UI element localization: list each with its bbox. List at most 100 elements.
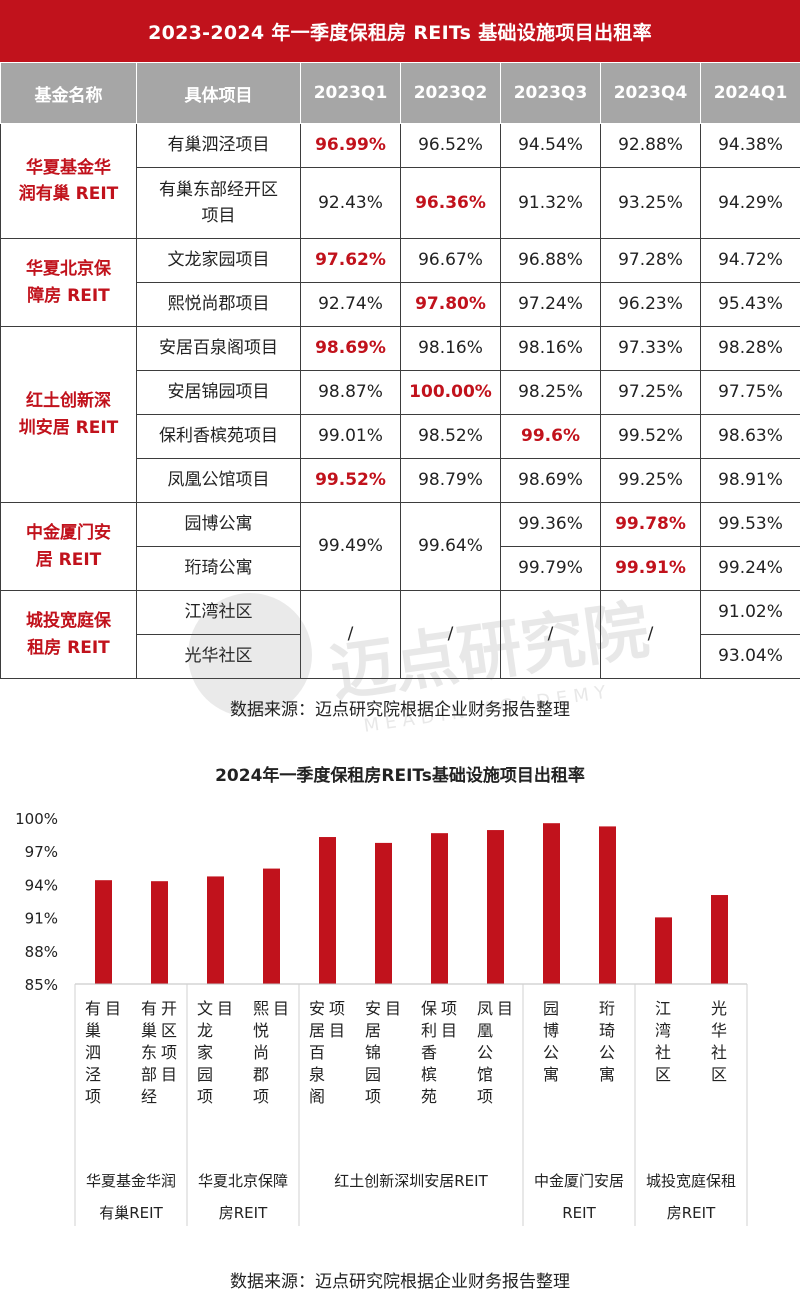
table-row: 凤凰公馆项目 99.52% 98.79% 98.69% 99.25% 98.91…: [1, 458, 800, 503]
table-row: 熙悦尚郡项目 92.74% 97.80% 97.24% 96.23% 95.43…: [1, 282, 800, 327]
y-tick-label: 100%: [15, 810, 58, 828]
header-2023q3: 2023Q3: [500, 62, 601, 124]
value-cell: /: [500, 590, 601, 679]
value-cell: 99.52%: [600, 414, 701, 459]
value-cell: 98.16%: [500, 326, 601, 371]
group-label: 华夏北京保障: [198, 1172, 288, 1190]
value-cell: 94.38%: [700, 123, 800, 168]
fund-name-line2: 租房 REIT: [27, 637, 110, 658]
chart-title: 2024年一季度保租房REITs基础设施项目出租率: [215, 765, 585, 786]
value-cell: 91.02%: [700, 590, 800, 635]
value-cell: 97.28%: [600, 238, 701, 283]
header-2024q1: 2024Q1: [700, 62, 800, 124]
fund-name-cell: 华夏基金华 润有巢 REIT: [0, 123, 137, 239]
value-cell: 96.36%: [400, 167, 501, 239]
group-label: 房REIT: [667, 1204, 716, 1222]
value-cell: 98.69%: [500, 458, 601, 503]
bar: [207, 876, 224, 984]
bar: [543, 823, 560, 984]
fund-name-line1: 城投宽庭保: [26, 611, 111, 632]
value-cell: 99.64%: [400, 502, 501, 591]
occupancy-table-section: 2023-2024 年一季度保租房 REITs 基础设施项目出租率 基金名称 具…: [0, 0, 800, 679]
table-row: 城投宽庭保 租房 REIT 江湾社区 / / / / 91.02%: [0, 590, 800, 679]
value-cell: 99.36%: [500, 502, 601, 547]
value-cell: 99.01%: [300, 414, 401, 459]
value-cell: 96.88%: [500, 238, 601, 283]
fund-name-cell: 华夏北京保 障房 REIT: [0, 238, 137, 327]
fund-name-line2: 障房 REIT: [27, 285, 110, 306]
project-name: 安居锦园项目: [136, 370, 301, 415]
value-cell: 96.99%: [300, 123, 401, 168]
value-cell: 100.00%: [400, 370, 501, 415]
table-row: 珩琦公寓 99.79% 99.91% 99.24%: [1, 546, 800, 591]
fund-name-line2: 居 REIT: [35, 549, 102, 570]
x-tick-label: 安居锦园项目: [365, 999, 401, 1106]
fund-name-cell: 城投宽庭保 租房 REIT: [0, 590, 137, 679]
value-cell: 97.33%: [600, 326, 701, 371]
value-cell: 94.29%: [700, 167, 800, 239]
y-tick-label: 97%: [25, 843, 58, 861]
value-cell: 92.74%: [300, 282, 401, 327]
bar: [487, 830, 504, 984]
group-label: 城投宽庭保租: [646, 1172, 736, 1190]
y-tick-label: 85%: [25, 976, 58, 994]
x-tick-label: 江湾社区: [655, 999, 671, 1084]
header-2023q2: 2023Q2: [400, 62, 501, 124]
bar: [95, 880, 112, 984]
x-tick-label: 园博公寓: [543, 999, 559, 1084]
value-cell: /: [600, 590, 701, 679]
value-cell: 97.25%: [600, 370, 701, 415]
bar: [375, 842, 392, 984]
header-2023q1: 2023Q1: [300, 62, 401, 124]
bar: [151, 881, 168, 984]
table-row: 保利香槟苑项目 99.01% 98.52% 99.6% 99.52% 98.63…: [1, 414, 800, 459]
value-cell: 99.78%: [600, 502, 701, 547]
value-cell: 96.52%: [400, 123, 501, 168]
group-label: 中金厦门安居: [534, 1172, 624, 1190]
project-name: 有巢泗泾项目: [136, 123, 301, 168]
project-name: 珩琦公寓: [136, 546, 301, 591]
value-cell: 99.91%: [600, 546, 701, 591]
value-cell: 99.24%: [700, 546, 800, 591]
header-fund-name: 基金名称: [0, 62, 137, 124]
occupancy-table: 基金名称 具体项目 2023Q1 2023Q2 2023Q3 2023Q4 20…: [0, 62, 800, 679]
value-cell: 96.67%: [400, 238, 501, 283]
value-cell: 91.32%: [500, 167, 601, 239]
project-name-cell: 有巢东部经开区 项目: [136, 167, 301, 239]
value-cell: 99.6%: [500, 414, 601, 459]
bar: [431, 833, 448, 984]
x-tick-label: 凤凰公馆项目: [477, 999, 513, 1106]
x-tick-label: 有巢东部经开区项目: [141, 999, 177, 1106]
group-label: 红土创新深圳安居REIT: [334, 1172, 488, 1190]
value-cell: 97.80%: [400, 282, 501, 327]
project-name-line1: 有巢东部经开区: [159, 179, 278, 200]
table-row: 中金厦门安 居 REIT 园博公寓 99.49% 99.64% 99.36% 9…: [0, 502, 800, 591]
project-name: 光华社区: [136, 634, 301, 679]
project-name: 保利香槟苑项目: [136, 414, 301, 459]
value-cell: /: [300, 590, 401, 679]
value-cell: 98.87%: [300, 370, 401, 415]
project-name: 文龙家园项目: [136, 238, 301, 283]
header-project: 具体项目: [136, 62, 301, 124]
bars: [95, 823, 728, 984]
value-cell: 97.62%: [300, 238, 401, 283]
value-cell: 99.49%: [300, 502, 401, 591]
value-cell: 92.43%: [300, 167, 401, 239]
project-name: 熙悦尚郡项目: [136, 282, 301, 327]
x-tick-label: 光华社区: [711, 999, 727, 1084]
y-axis: 85% 88% 91% 94% 97% 100%: [15, 810, 58, 994]
project-name: 江湾社区: [136, 590, 301, 635]
fund-name-cell: 红土创新深 圳安居 REIT: [0, 326, 137, 503]
value-cell: 99.25%: [600, 458, 701, 503]
value-cell: 98.91%: [700, 458, 800, 503]
x-tick-label: 安居百泉阁项目: [309, 999, 345, 1106]
bar: [711, 895, 728, 984]
value-cell: 93.04%: [700, 634, 800, 679]
project-name: 安居百泉阁项目: [136, 326, 301, 371]
x-tick-label: 文龙家园项目: [197, 999, 233, 1106]
fund-name-line2: 圳安居 REIT: [18, 417, 119, 438]
value-cell: 98.25%: [500, 370, 601, 415]
source-note-bottom: 数据来源：迈点研究院根据企业财务报告整理: [230, 1272, 570, 1292]
value-cell: 96.23%: [600, 282, 701, 327]
bar: [599, 826, 616, 984]
